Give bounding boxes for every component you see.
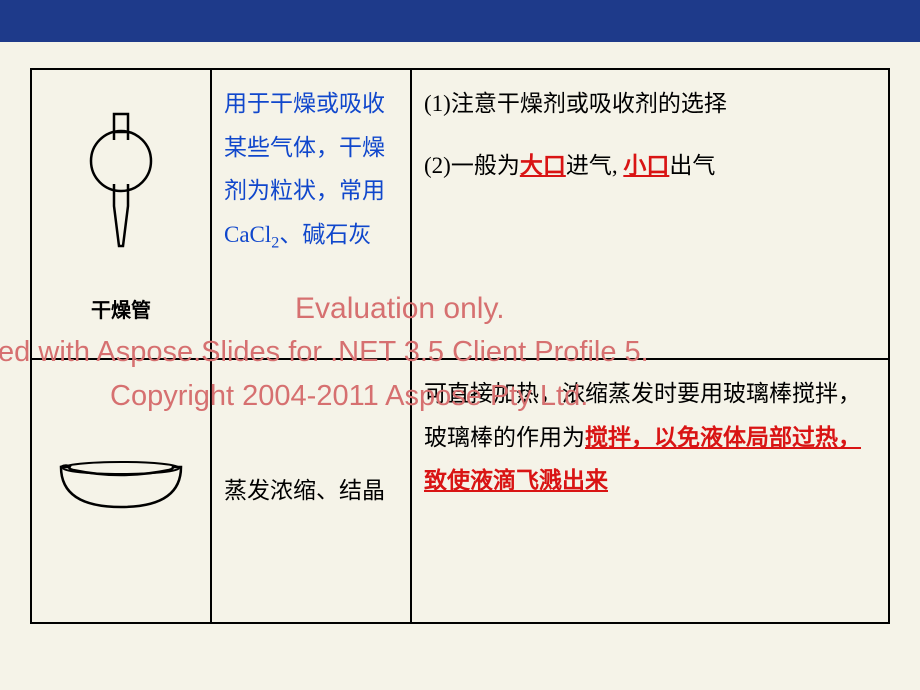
evaporating-dish-icon	[51, 452, 191, 522]
usage-text: 用于干燥或吸收某些气体，干燥剂为粒状，常用CaCl2、碱石灰	[224, 91, 385, 247]
apparatus-label: 干燥管	[44, 294, 198, 323]
note-line-2: (2)一般为大口进气, 小口出气	[424, 144, 876, 188]
apparatus-cell: 干燥管	[31, 69, 211, 359]
watermark-line-3: Copyright 2004-2011 Aspose Pty Ltd.	[110, 380, 588, 413]
top-bar	[0, 0, 920, 42]
watermark-line-2: ted with Aspose.Slides for .NET 3.5 Clie…	[0, 336, 649, 369]
usage-text: 蒸发浓缩、结晶	[224, 478, 385, 503]
drying-tube-icon	[76, 106, 166, 286]
note-line-1: (1)注意干燥剂或吸收剂的选择	[424, 82, 876, 126]
watermark-line-1: Evaluation only.	[295, 292, 505, 326]
